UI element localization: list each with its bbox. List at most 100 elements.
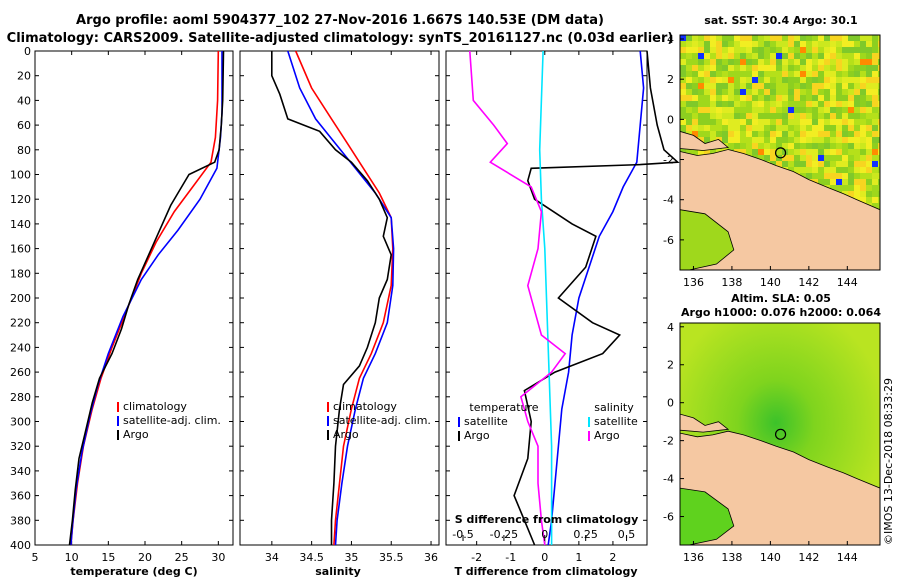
sst-pixel	[830, 185, 836, 191]
sst-pixel	[716, 95, 722, 101]
sst-pixel	[794, 47, 800, 53]
sst-pixel	[842, 83, 848, 89]
sst-pixel	[710, 89, 716, 95]
sst-pixel	[806, 125, 812, 131]
sst-pixel	[764, 83, 770, 89]
sst-pixel	[836, 59, 842, 65]
sst-pixel	[782, 83, 788, 89]
sst-map-title: sat. SST: 30.4 Argo: 30.1	[704, 14, 857, 27]
sst-pixel	[836, 161, 842, 167]
sst-pixel	[848, 47, 854, 53]
sla_map-ytick-label: -2	[663, 435, 674, 448]
sla_map-argo-marker	[774, 428, 787, 440]
sst-pixel	[710, 65, 716, 71]
sst-pixel	[854, 35, 860, 41]
depth-tick-label: 320	[10, 440, 31, 453]
sst-pixel	[854, 41, 860, 47]
sst-pixel	[794, 35, 800, 41]
sst-pixel	[746, 41, 752, 47]
salinity-series-satellite-adj--clim-	[287, 50, 395, 546]
sst-pixel	[872, 89, 878, 95]
sst-pixel	[860, 119, 866, 125]
sst-pixel	[722, 95, 728, 101]
sst-pixel	[746, 47, 752, 53]
sst-pixel	[686, 41, 692, 47]
sst-pixel	[866, 131, 872, 137]
sst-pixel	[764, 53, 770, 59]
sst-pixel	[692, 149, 698, 155]
sst-pixel	[866, 35, 872, 41]
sst-pixel	[770, 113, 776, 119]
sst-pixel	[806, 137, 812, 143]
sst-pixel	[806, 101, 812, 107]
sst-pixel	[692, 131, 698, 137]
sst-pixel	[800, 83, 806, 89]
sst-pixel	[728, 77, 734, 83]
sst-pixel	[854, 161, 860, 167]
sst-pixel	[824, 143, 830, 149]
sst-pixel	[830, 59, 836, 65]
sst-pixel	[872, 131, 878, 137]
sst-pixel	[830, 95, 836, 101]
sst-pixel	[698, 71, 704, 77]
sst-pixel	[842, 161, 848, 167]
sst-pixel	[842, 131, 848, 137]
sst-pixel	[872, 203, 878, 209]
diff-legend-title-salinity: salinity	[594, 401, 634, 414]
sst-pixel	[806, 77, 812, 83]
sst-pixel	[842, 47, 848, 53]
sst-pixel	[806, 95, 812, 101]
sst-pixel	[860, 77, 866, 83]
sst-pixel	[878, 167, 880, 173]
sst-pixel	[836, 101, 842, 107]
sst-pixel	[698, 65, 704, 71]
sst-pixel	[830, 107, 836, 113]
sst-pixel	[752, 65, 758, 71]
sst-pixel	[860, 185, 866, 191]
sst-pixel	[842, 137, 848, 143]
sst-pixel	[686, 47, 692, 53]
sst-pixel	[728, 59, 734, 65]
sst-pixel	[878, 179, 880, 185]
sst-pixel	[698, 83, 704, 89]
sst-pixel	[878, 89, 880, 95]
sst-pixel	[866, 101, 872, 107]
sla_map-xtick-label: 144	[837, 551, 858, 564]
differences-xtick-label: 1	[575, 551, 582, 564]
sst-pixel	[686, 113, 692, 119]
sst-pixel	[692, 35, 698, 41]
sst-pixel	[866, 113, 872, 119]
sst-pixel	[848, 35, 854, 41]
temperature-legend-label: satellite-adj. clim.	[123, 414, 221, 427]
sst-pixel	[788, 65, 794, 71]
sst-pixel	[836, 71, 842, 77]
sst-pixel	[794, 131, 800, 137]
sst-pixel	[806, 167, 812, 173]
sst-pixel	[686, 53, 692, 59]
sst-pixel	[746, 65, 752, 71]
sst-pixel	[842, 95, 848, 101]
sst-pixel	[872, 125, 878, 131]
sst-pixel	[878, 143, 880, 149]
sst-pixel	[848, 137, 854, 143]
salinity-legend-label: Argo	[333, 428, 359, 441]
sst-pixel	[776, 143, 782, 149]
sst-pixel	[776, 113, 782, 119]
sst-pixel	[740, 95, 746, 101]
temperature-xtick-label: 20	[138, 551, 152, 564]
depth-tick-label: 180	[10, 267, 31, 280]
sst-pixel	[860, 83, 866, 89]
sst-pixel	[746, 131, 752, 137]
sst-pixel	[872, 113, 878, 119]
sst-pixel	[704, 107, 710, 113]
sst-pixel	[752, 71, 758, 77]
depth-tick-label: 40	[17, 94, 31, 107]
sst-pixel	[752, 77, 758, 83]
sst-pixel	[812, 143, 818, 149]
sst-pixel	[758, 143, 764, 149]
sst-pixel	[782, 161, 788, 167]
temperature-panel: temperature (deg C)	[34, 50, 234, 578]
sst-pixel	[812, 125, 818, 131]
sst-pixel	[764, 137, 770, 143]
sst-pixel	[770, 149, 776, 155]
